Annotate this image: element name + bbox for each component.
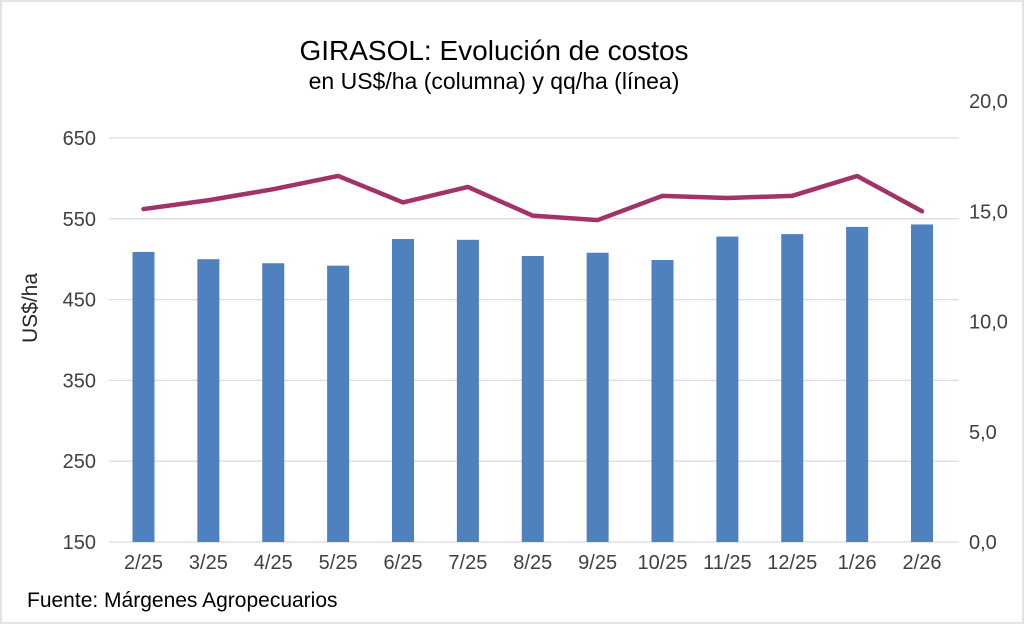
left-axis-tick-450: 450 (63, 290, 96, 312)
chart-title: GIRASOL: Evolución de costos (299, 35, 689, 66)
column-6/25 (392, 239, 414, 542)
category-label-10/25: 10/25 (637, 552, 687, 574)
left-axis-tick-350: 350 (63, 370, 96, 392)
category-label-2/26: 2/26 (903, 552, 942, 574)
category-label-8/25: 8/25 (513, 552, 552, 574)
column-12/25 (781, 234, 804, 543)
chart-subtitle: en US$/ha (columna) y qq/ha (línea) (308, 68, 680, 94)
right-axis-tick-20,0: 20,0 (969, 91, 1008, 113)
column-7/25 (456, 239, 479, 543)
right-axis-tick-0,0: 0,0 (969, 532, 997, 554)
column-5/25 (327, 265, 350, 542)
category-label-6/25: 6/25 (384, 552, 423, 574)
left-axis-tick-250: 250 (63, 451, 96, 473)
right-axis-tick-5,0: 5,0 (969, 422, 997, 444)
right-axis-tick-10,0: 10,0 (969, 312, 1008, 334)
column-10/25 (651, 260, 674, 542)
column-3/25 (197, 259, 220, 542)
source-note: Fuente: Márgenes Agropecuarios (27, 589, 338, 612)
left-axis-title: US$/ha (19, 272, 42, 344)
column-2/26 (911, 224, 933, 542)
category-label-12/25: 12/25 (767, 552, 817, 574)
column-8/25 (521, 255, 544, 542)
category-label-1/26: 1/26 (838, 552, 877, 574)
column-11/25 (716, 236, 739, 543)
left-axis-tick-150: 150 (63, 532, 96, 554)
category-label-4/25: 4/25 (254, 552, 293, 574)
category-label-9/25: 9/25 (578, 552, 617, 574)
column-1/26 (846, 226, 869, 542)
category-label-7/25: 7/25 (448, 552, 487, 574)
column-4/25 (262, 263, 285, 542)
column-9/25 (586, 252, 609, 542)
yield-line (141, 173, 925, 223)
left-axis-tick-650: 650 (63, 128, 96, 150)
column-2/25 (132, 251, 155, 543)
right-axis-tick-15,0: 15,0 (969, 201, 1008, 223)
category-label-5/25: 5/25 (319, 552, 358, 574)
category-label-11/25: 11/25 (703, 552, 752, 574)
category-label-2/25: 2/25 (124, 552, 163, 574)
category-label-3/25: 3/25 (189, 552, 228, 574)
left-axis-tick-550: 550 (63, 209, 96, 231)
